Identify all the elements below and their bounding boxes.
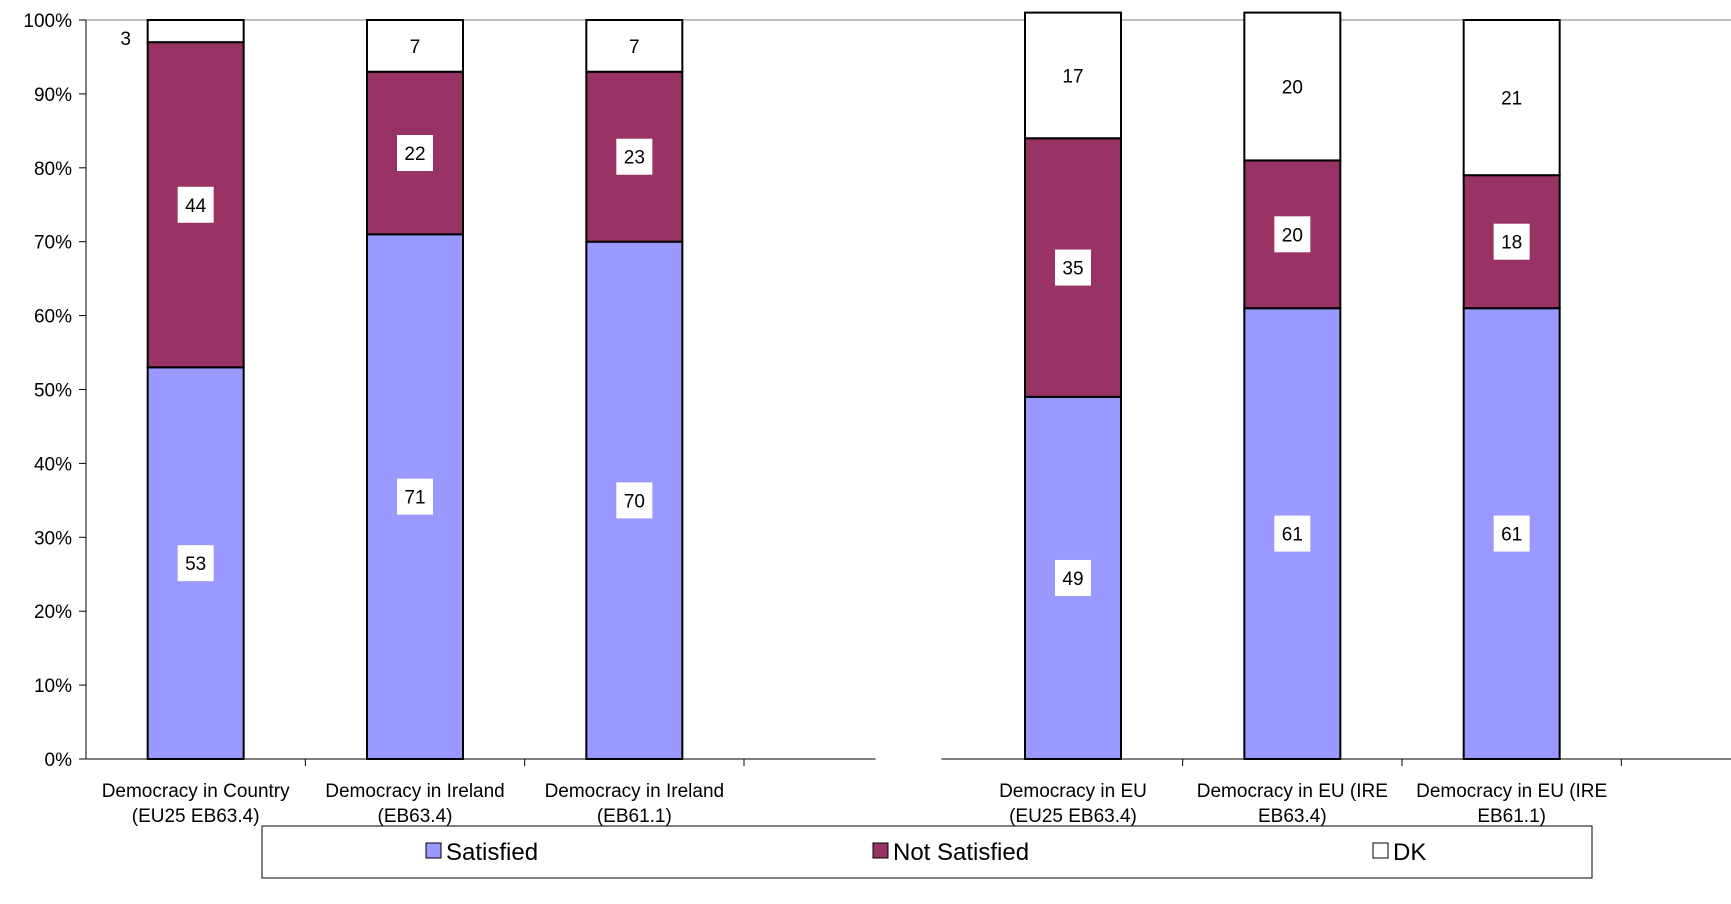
data-label-bg: [397, 27, 433, 64]
x-category-label: Democracy in EU: [999, 781, 1147, 802]
bar-segment-dk: [146, 19, 245, 44]
data-label: 71: [404, 488, 425, 509]
y-tick-label: 30%: [34, 528, 72, 549]
x-category-label: Democracy in EU (IRE: [1416, 781, 1607, 802]
data-label: 20: [1282, 225, 1303, 246]
x-category-label: (EB63.4): [378, 806, 453, 827]
data-label-bg: [1055, 57, 1091, 94]
data-label: 21: [1501, 89, 1522, 110]
legend-label-dk: DK: [1393, 839, 1426, 866]
data-label-bg: [616, 138, 653, 175]
x-category-label: Democracy in Country: [102, 781, 290, 802]
data-label: 7: [629, 37, 640, 58]
y-tick-label: 50%: [34, 381, 72, 402]
y-tick-label: 100%: [23, 11, 72, 32]
data-label: 49: [1062, 569, 1083, 590]
axes: 0% 10% 20% 30% 40% 50% 60% 70% 80% 90% 100% Democra…: [23, 11, 1731, 827]
data-label-bg: [1055, 249, 1091, 286]
data-label: 44: [185, 196, 207, 217]
x-category-label: (EU25 EB63.4): [132, 806, 260, 827]
data-label-bg: [1493, 515, 1530, 552]
y-tick-label: 80%: [34, 159, 72, 180]
data-label-bg: [1274, 515, 1311, 552]
data-label: 53: [185, 554, 206, 575]
data-label-bg: [397, 135, 433, 172]
data-label-bg: [1493, 79, 1530, 116]
x-category-label: (EU25 EB63.4): [1009, 806, 1137, 827]
legend: Satisfied Not Satisfied DK: [261, 825, 1593, 879]
data-label-bg: [1493, 223, 1530, 260]
data-label: 61: [1501, 525, 1522, 546]
data-label-bg: [1274, 216, 1311, 253]
legend-box: [261, 825, 1593, 879]
y-tick-label: 20%: [34, 602, 72, 623]
data-label: 7: [410, 37, 421, 58]
data-label-bg: [616, 482, 653, 519]
data-label: 3: [120, 29, 131, 50]
legend-label-satisfied: Satisfied: [446, 839, 538, 866]
data-label-bg: [177, 545, 214, 582]
data-label-bg: [1274, 68, 1311, 105]
x-category-label: EB63.4): [1258, 806, 1327, 827]
data-label: 18: [1501, 233, 1522, 254]
x-category-label: EB61.1): [1477, 806, 1546, 827]
data-label: 70: [624, 491, 645, 512]
y-tick-label: 40%: [34, 454, 72, 475]
data-label: 35: [1062, 259, 1083, 280]
data-label-bg: [1055, 559, 1091, 596]
legend-label-not-satisfied: Not Satisfied: [893, 839, 1029, 866]
data-label-bg: [177, 186, 214, 223]
legend-swatch-dk: [1372, 842, 1389, 859]
y-tick-label: 90%: [34, 85, 72, 106]
legend-swatch-satisfied: [425, 842, 442, 859]
x-category-label: Democracy in Ireland: [545, 781, 725, 802]
data-label: 20: [1282, 78, 1303, 99]
x-category-label: Democracy in Ireland: [325, 781, 505, 802]
data-label-bg: [616, 27, 653, 64]
x-category-label: Democracy in EU (IRE: [1197, 781, 1388, 802]
y-tick-label: 10%: [34, 676, 72, 697]
data-label: 17: [1062, 66, 1083, 87]
data-label: 61: [1282, 525, 1303, 546]
y-tick-label: 70%: [34, 233, 72, 254]
data-label: 23: [624, 148, 645, 169]
legend-swatch-not-satisfied: [872, 842, 889, 859]
bars: [146, 11, 1561, 760]
x-category-label: (EB61.1): [597, 806, 672, 827]
y-tick-label: 0%: [45, 750, 73, 771]
y-tick-label: 60%: [34, 307, 72, 328]
data-label: 22: [404, 144, 425, 165]
data-label-bg: [397, 478, 433, 515]
data-labels: 53 44 3 71 22 7 70 23 7 49 35 17 61 20 20 61 18 21: [120, 27, 1530, 596]
